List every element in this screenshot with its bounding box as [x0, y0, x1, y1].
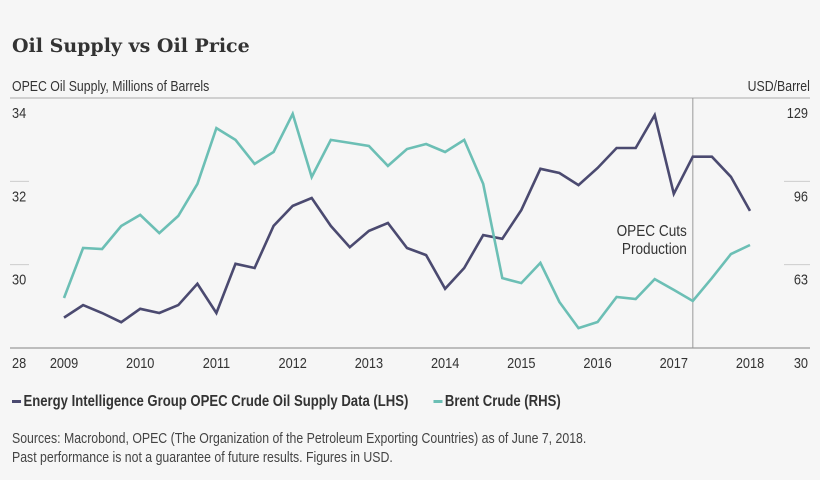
legend-item-brent: Brent Crude (RHS) — [433, 393, 561, 411]
left-y-tick-label: 32 — [12, 187, 26, 204]
disclaimer-note: Past performance is not a guarantee of f… — [12, 449, 393, 466]
legend-label: Energy Intelligence Group OPEC Crude Oil… — [23, 393, 409, 410]
left-y-tick-label: 30 — [12, 271, 26, 288]
left-axis-label: OPEC Oil Supply, Millions of Barrels — [12, 78, 253, 95]
right-axis-label: USD/Barrel — [734, 78, 810, 95]
right-y-tick-label: 63 — [794, 271, 808, 288]
x-tick-label: 2013 — [355, 354, 384, 371]
right-axis-label-text: USD/Barrel — [747, 78, 810, 95]
chart-title: Oil Supply vs Oil Price — [12, 35, 250, 57]
x-tick-label: 2009 — [50, 354, 79, 371]
right-y-tick-label: 30 — [794, 354, 808, 371]
x-tick-label: 2016 — [583, 354, 612, 371]
legend-swatch — [433, 400, 443, 404]
right-y-tick-label: 96 — [794, 187, 808, 204]
legend-label: Brent Crude (RHS) — [444, 393, 561, 410]
annotation-text: OPEC Cuts — [617, 223, 687, 240]
opec-supply-line — [63, 111, 752, 324]
left-axis-label-text: OPEC Oil Supply, Millions of Barrels — [12, 78, 210, 95]
legend-swatch — [12, 400, 22, 404]
legend-item-opec-supply: Energy Intelligence Group OPEC Crude Oil… — [12, 393, 408, 411]
x-tick-label: 2012 — [278, 354, 307, 371]
x-tick-label: 2010 — [126, 354, 155, 371]
left-y-tick-label: 34 — [12, 104, 26, 121]
x-tick-label: 2015 — [507, 354, 536, 371]
footer-notes: Sources: Macrobond, OPEC (The Organizati… — [12, 429, 712, 467]
legend: Energy Intelligence Group OPEC Crude Oil… — [12, 393, 707, 411]
sources-note: Sources: Macrobond, OPEC (The Organizati… — [12, 430, 587, 447]
annotation-text: Production — [622, 241, 687, 258]
brent-crude-line — [62, 110, 751, 330]
x-tick-label: 2017 — [660, 354, 689, 371]
x-tick-label: 2018 — [736, 354, 765, 371]
right-y-tick-label: 129 — [787, 104, 808, 121]
x-tick-label: 2011 — [203, 354, 231, 371]
left-y-tick-label: 28 — [12, 354, 26, 371]
x-tick-label: 2014 — [431, 354, 460, 371]
